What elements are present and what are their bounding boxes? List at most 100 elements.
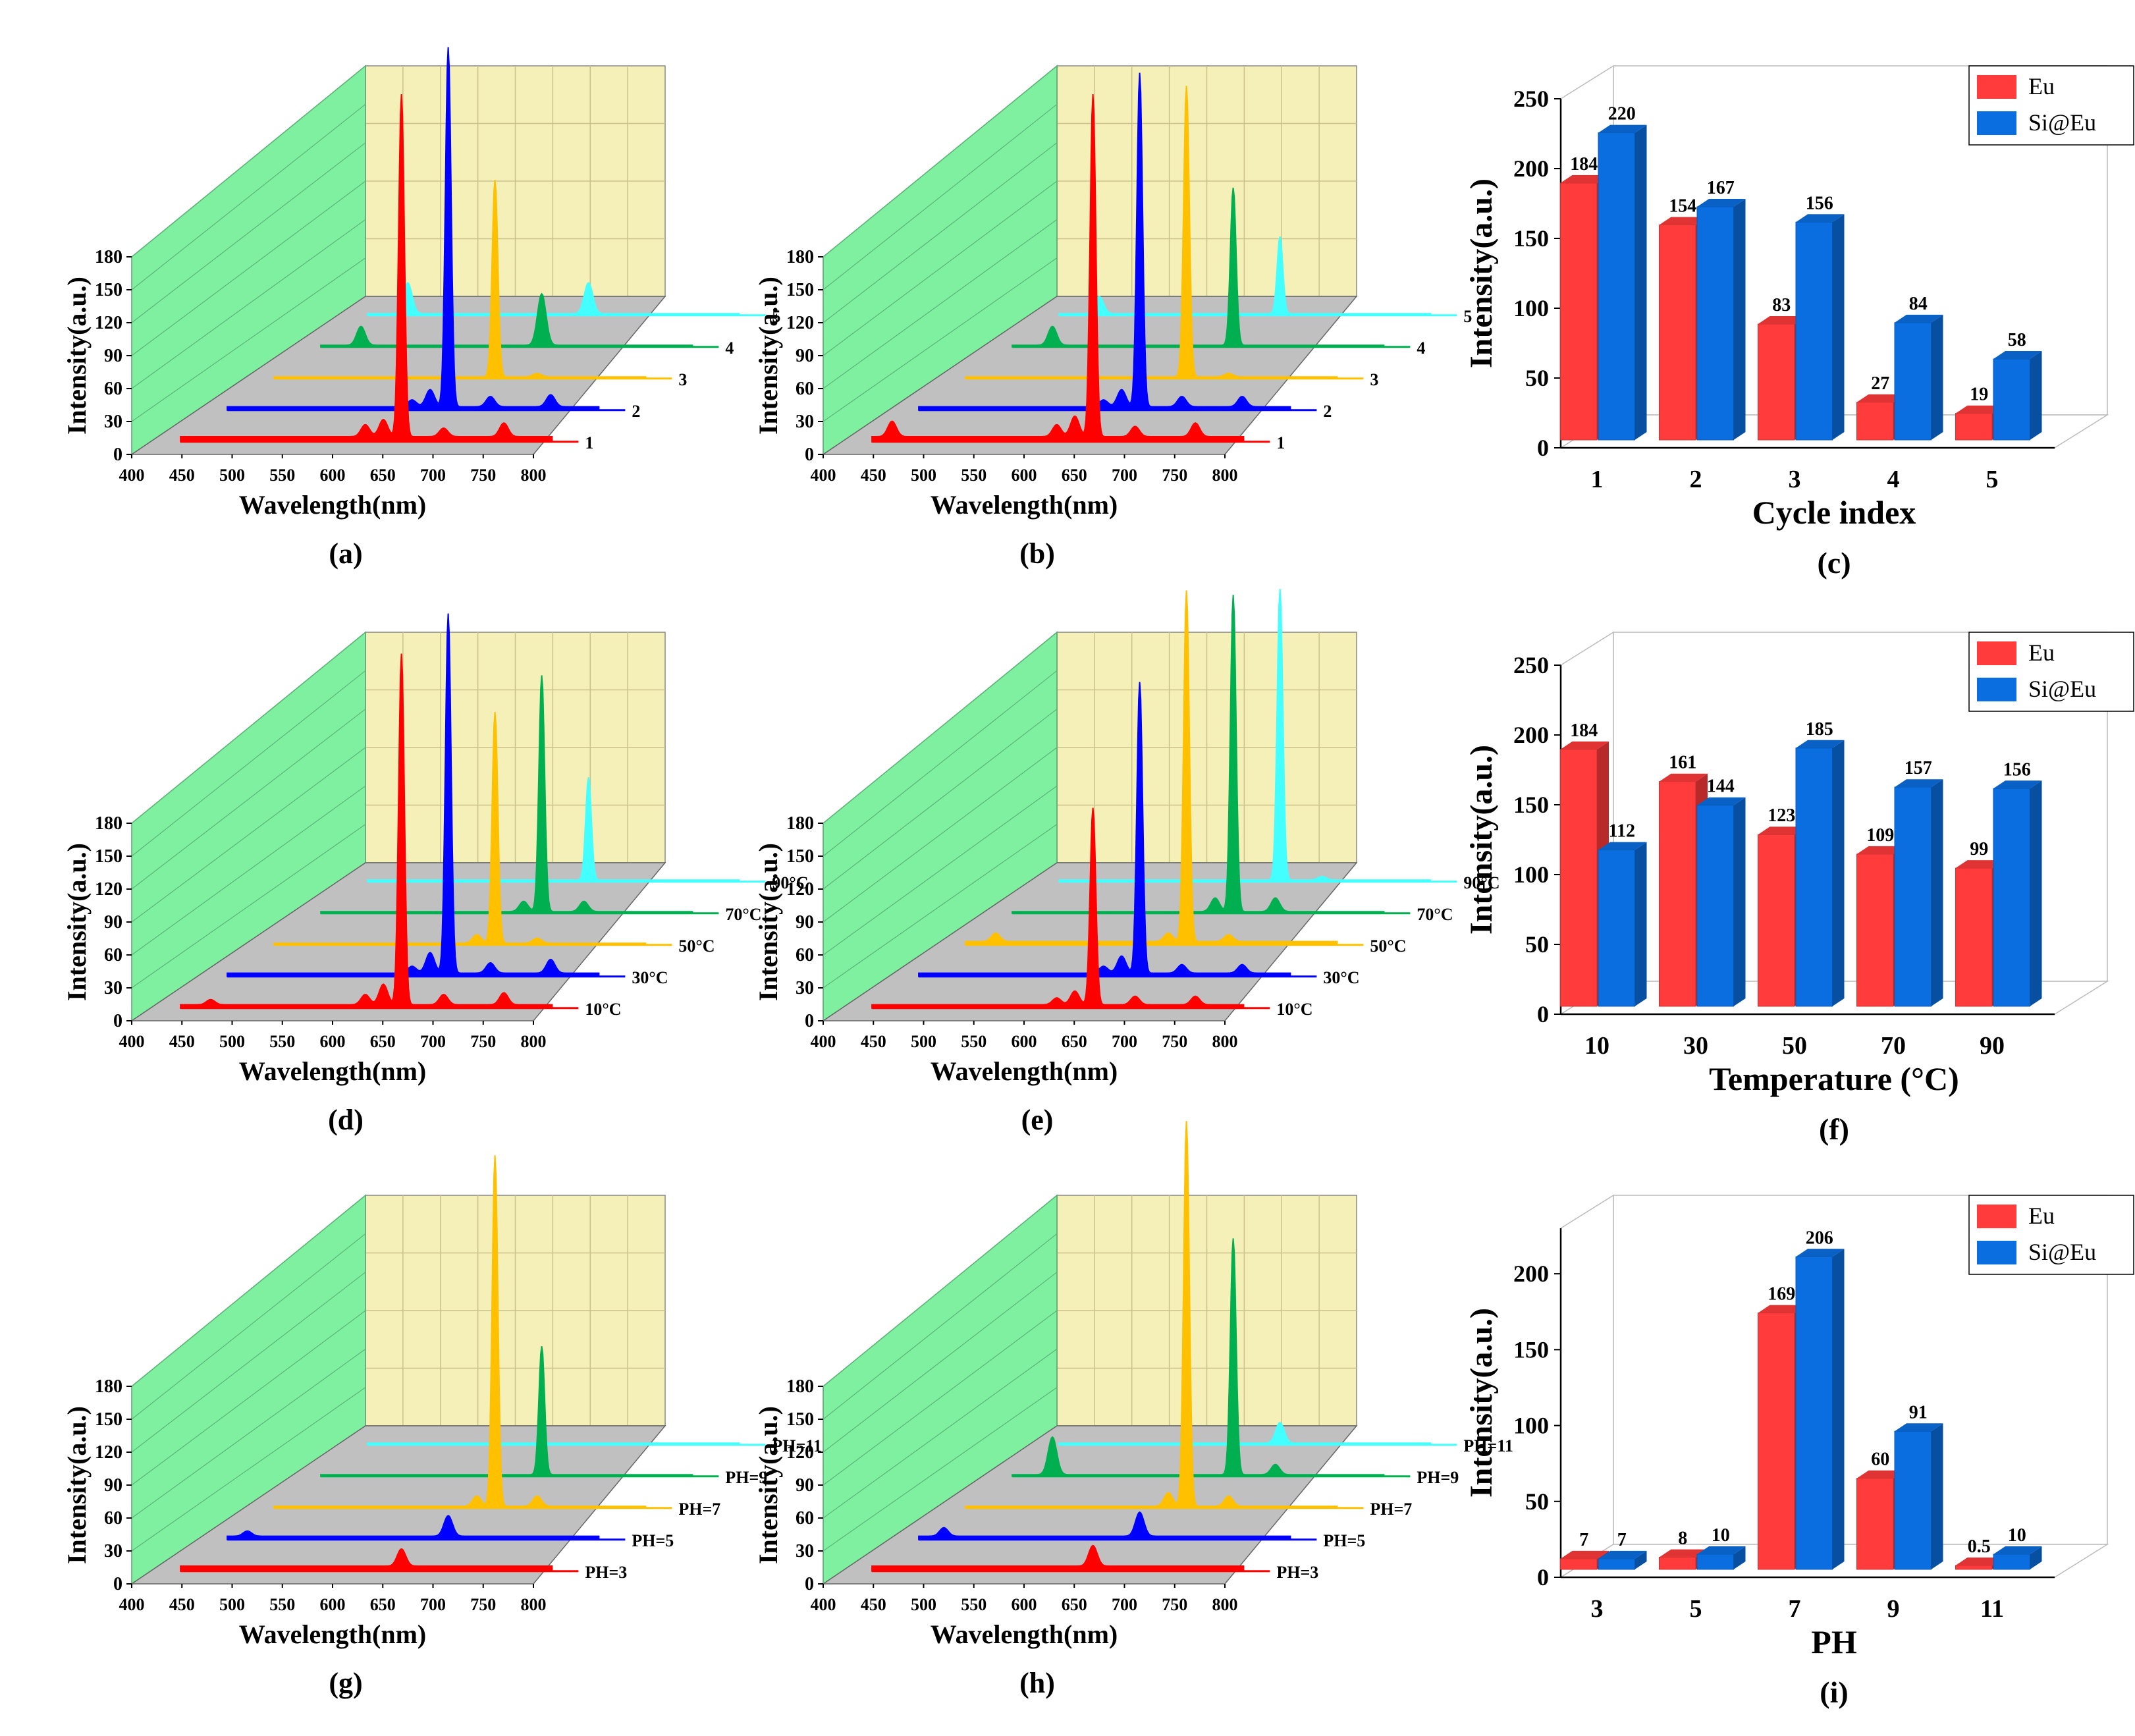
x-tick-label: 11 [1980,1595,2004,1623]
bar-side [1635,842,1647,1006]
y-tick-label: 200 [1513,1261,1549,1287]
spectrum-70°C [1012,595,1385,914]
bar-top [1856,394,1905,402]
x-axis-label: Wavelength(nm) [239,1619,426,1649]
spectrum-30°C [918,682,1291,977]
z-tick-label: 90 [796,346,814,366]
bar-top [1955,1558,2004,1565]
bar-Eu [1758,323,1795,441]
x-tick-label: 800 [1212,1032,1238,1051]
z-tick-label: 180 [786,247,814,267]
spectrum-90°C [367,777,740,882]
side-wall-gridline [131,1348,366,1519]
bar-top [1560,741,1609,749]
x-tick-label: 450 [169,1595,195,1614]
side-wall-gridline [131,747,366,923]
x-tick-label: 500 [219,1595,245,1614]
side-wall-gridline [823,785,1058,956]
y-axis-label: Intensity(a.u.) [753,277,783,435]
series-label: 50°C [1370,936,1406,956]
series-label: PH=9 [1417,1468,1459,1487]
spectrum-3 [965,86,1338,379]
data-label: 7 [1617,1530,1627,1550]
series-label: PH=9 [725,1468,767,1487]
z-tick-label: 180 [786,813,814,834]
side-wall-gridline [131,180,366,356]
series-label: 4 [1417,339,1425,358]
x-tick-label: 800 [521,466,547,485]
series-label: 3 [678,370,687,389]
x-tick-label: 5 [1690,1595,1702,1623]
data-label: 184 [1570,154,1598,175]
bar-top [1758,316,1806,324]
bar-Eu [1758,834,1795,1007]
legend-swatch [1977,111,2016,135]
bar-side [1832,214,1845,440]
series-label: 30°C [632,968,668,987]
bar-Si@Eu [1993,358,2030,441]
x-tick-label: 700 [420,466,446,485]
x-tick-label: 3 [1789,466,1801,493]
data-label: 27 [1871,373,1889,394]
x-axis-label: Wavelength(nm) [239,1056,426,1086]
chart-f: 0 50 100 150 200 250 10 184 112 30 161 144 50 123 185 7… [1464,631,2134,1146]
bar-top [1697,199,1746,207]
series-label: 70°C [725,905,761,924]
series-label: 1 [1276,433,1285,452]
side-wall-gridline [131,1310,366,1486]
bar-Eu [1955,867,1993,1007]
data-label: 156 [2003,759,2031,780]
spectrum-PH=9 [320,1346,693,1477]
series-label: PH=5 [1323,1531,1365,1550]
y-tick-label: 100 [1513,295,1549,321]
bar-Eu [1856,854,1894,1007]
series-label: PH=5 [632,1531,674,1550]
y-tick-label: 50 [1525,365,1549,391]
spectrum-50°C [965,590,1338,946]
chart-b: 5 4 3 2 1 0 30 60 90 120 150 180 400 450 500 550 600 650 7… [753,65,1472,570]
side-wall [1560,1194,1614,1579]
bar-top [1758,827,1806,835]
spectrum-4 [1012,187,1385,348]
bar-side [2030,780,2042,1006]
x-tick-label: 700 [1112,1032,1137,1051]
series-label: 2 [632,402,640,421]
y-tick-label: 250 [1513,652,1549,678]
bar-top [1598,124,1647,133]
side-wall-gridline [131,1195,366,1387]
bar-Si@Eu [1894,322,1932,441]
x-tick-label: 650 [1062,1032,1087,1051]
x-tick-label: 750 [470,1032,496,1051]
side-wall-gridline [131,670,366,857]
bar-Si@Eu [1795,221,1833,441]
side-wall-gridline [823,1348,1058,1519]
x-tick-label: 550 [961,466,986,485]
side-wall-gridline [131,65,366,258]
data-label: 156 [1806,193,1833,213]
chart-g: PH=11 PH=9 PH=7PH=5 PH=3 0 30 60 90 120 150 180 400… [62,1155,822,1699]
bar-Eu [1659,781,1696,1007]
bar-top [1659,773,1708,782]
floor [821,1425,1358,1585]
x-tick-label: 9 [1887,1595,1900,1623]
data-label: 144 [1707,776,1735,797]
x-tick-label: 450 [861,1595,886,1614]
y-tick-label: 50 [1525,931,1549,958]
x-tick-label: 500 [911,466,936,485]
y-tick-label: 150 [1513,225,1549,252]
x-tick-label: 650 [370,1595,396,1614]
spectrum-30°C [227,613,600,977]
legend-label: Eu [2028,73,2055,99]
series-label: 90°C [772,873,808,892]
x-tick-label: 450 [861,1032,886,1051]
x-tick-label: 700 [1112,1595,1137,1614]
y-tick-label: 0 [1537,1001,1549,1027]
side-wall-gridline [823,142,1058,323]
bar-top [1955,860,2004,869]
bar-Si@Eu [1696,1554,1734,1570]
side-wall-gridline [823,824,1058,989]
data-label: 99 [1970,839,1988,859]
x-tick-label: 450 [861,466,886,485]
bar-top [1895,314,1943,323]
